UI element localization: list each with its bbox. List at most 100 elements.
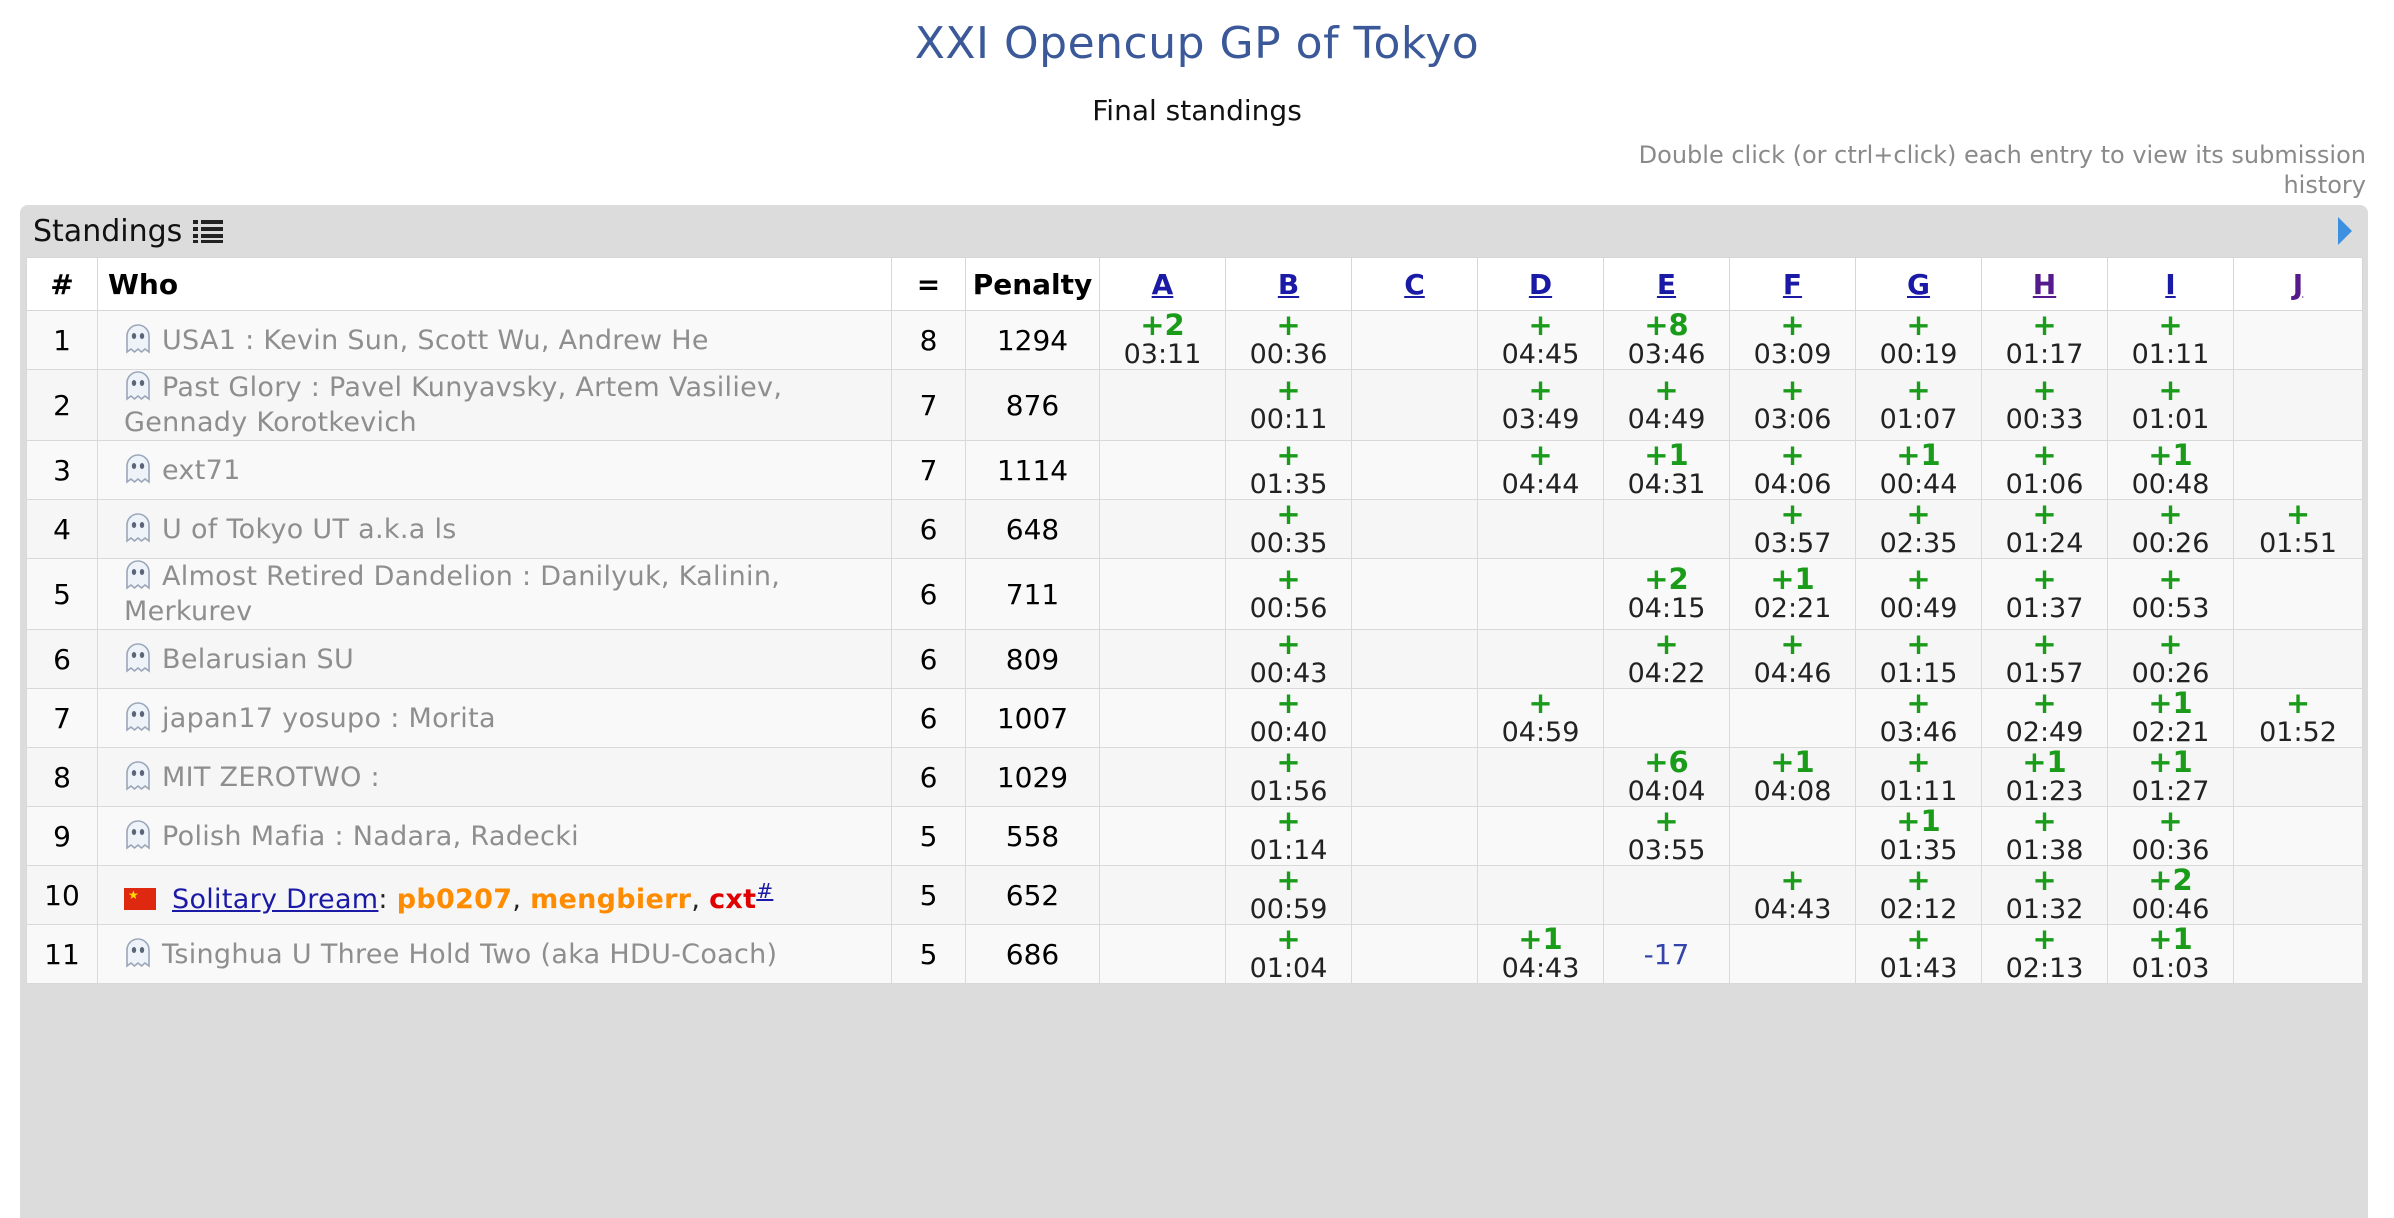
result-cell-empty[interactable] bbox=[2233, 440, 2363, 500]
result-cell-empty[interactable] bbox=[1477, 747, 1604, 807]
result-cell-g[interactable]: +02:35 bbox=[1855, 499, 1982, 559]
result-cell-h[interactable]: +01:32 bbox=[1981, 865, 2108, 925]
result-cell-empty[interactable] bbox=[1099, 440, 1226, 500]
result-cell-empty[interactable] bbox=[1099, 806, 1226, 866]
result-cell-b[interactable]: +00:11 bbox=[1225, 369, 1352, 441]
result-cell-i[interactable]: +00:26 bbox=[2107, 629, 2234, 689]
result-cell-i[interactable]: +00:36 bbox=[2107, 806, 2234, 866]
problem-link-d[interactable]: D bbox=[1528, 267, 1553, 301]
result-cell-i[interactable]: +2 00:46 bbox=[2107, 865, 2234, 925]
table-row[interactable]: 8 MIT ZEROTWO :6 1029 +01:56 +6 04:04 +1 04:08 +… bbox=[26, 747, 2363, 807]
table-row[interactable]: 2 Past Glory : Pavel Kunyavsky, Artem Vas… bbox=[26, 369, 2363, 441]
problem-link-i[interactable]: I bbox=[2165, 267, 2176, 301]
result-cell-f[interactable]: +03:09 bbox=[1729, 310, 1856, 370]
team-link[interactable]: Solitary Dream bbox=[172, 883, 379, 915]
result-cell-d[interactable]: +03:49 bbox=[1477, 369, 1604, 441]
table-row[interactable]: 6 Belarusian SU 6 809 +00:43 +04:22 +04:46 +01:… bbox=[26, 629, 2363, 689]
result-cell-h[interactable]: +01:37 bbox=[1981, 558, 2108, 630]
result-cell-i[interactable]: +01:11 bbox=[2107, 310, 2234, 370]
result-cell-empty[interactable] bbox=[1351, 806, 1478, 866]
result-cell-f[interactable]: +1 02:21 bbox=[1729, 558, 1856, 630]
result-cell-b[interactable]: +01:35 bbox=[1225, 440, 1352, 500]
result-cell-empty[interactable] bbox=[1099, 688, 1226, 748]
result-cell-empty[interactable] bbox=[1099, 924, 1226, 984]
result-cell-empty[interactable] bbox=[1477, 865, 1604, 925]
result-cell-j[interactable]: +01:51 bbox=[2233, 499, 2363, 559]
result-cell-h[interactable]: +02:13 bbox=[1981, 924, 2108, 984]
result-cell-empty[interactable] bbox=[1477, 558, 1604, 630]
result-cell-empty[interactable] bbox=[1603, 865, 1730, 925]
result-cell-f[interactable]: +03:06 bbox=[1729, 369, 1856, 441]
list-icon[interactable] bbox=[192, 218, 224, 244]
result-cell-g[interactable]: +1 00:44 bbox=[1855, 440, 1982, 500]
result-cell-e[interactable]: +03:55 bbox=[1603, 806, 1730, 866]
problem-link-f[interactable]: F bbox=[1782, 267, 1803, 301]
result-cell-empty[interactable] bbox=[1729, 924, 1856, 984]
result-cell-i[interactable]: +00:26 bbox=[2107, 499, 2234, 559]
table-row[interactable]: 3 ext71 7 1114 +01:35 +04:44 +1 04:31 +04:06 +1 00… bbox=[26, 440, 2363, 500]
result-cell-empty[interactable] bbox=[1477, 499, 1604, 559]
problem-link-c[interactable]: C bbox=[1404, 267, 1425, 301]
result-cell-empty[interactable] bbox=[1099, 629, 1226, 689]
result-cell-a[interactable]: +2 03:11 bbox=[1099, 310, 1226, 370]
table-row[interactable]: 7 japan17 yosupo : Morita 6 1007 +00:40 +04:5… bbox=[26, 688, 2363, 748]
result-cell-empty[interactable] bbox=[1603, 688, 1730, 748]
result-cell-f[interactable]: +03:57 bbox=[1729, 499, 1856, 559]
result-cell-empty[interactable] bbox=[2233, 924, 2363, 984]
result-cell-empty[interactable] bbox=[1729, 806, 1856, 866]
result-cell-h[interactable]: +01:38 bbox=[1981, 806, 2108, 866]
result-cell-empty[interactable] bbox=[1099, 558, 1226, 630]
result-cell-empty[interactable] bbox=[2233, 310, 2363, 370]
table-row[interactable]: 5 Almost Retired Dandelion : Danilyuk, Ka… bbox=[26, 558, 2363, 630]
result-cell-g[interactable]: +00:19 bbox=[1855, 310, 1982, 370]
result-cell-f[interactable]: +1 04:08 bbox=[1729, 747, 1856, 807]
result-cell-h[interactable]: +01:17 bbox=[1981, 310, 2108, 370]
result-cell-empty[interactable] bbox=[1351, 499, 1478, 559]
result-cell-g[interactable]: +00:49 bbox=[1855, 558, 1982, 630]
result-cell-g[interactable]: +01:15 bbox=[1855, 629, 1982, 689]
result-cell-f[interactable]: +04:06 bbox=[1729, 440, 1856, 500]
result-cell-h[interactable]: +01:57 bbox=[1981, 629, 2108, 689]
result-cell-empty[interactable] bbox=[1351, 747, 1478, 807]
problem-link-e[interactable]: E bbox=[1656, 267, 1677, 301]
problem-link-a[interactable]: A bbox=[1151, 267, 1174, 301]
result-cell-i[interactable]: +1 01:03 bbox=[2107, 924, 2234, 984]
expand-arrow-icon[interactable] bbox=[2338, 217, 2352, 245]
problem-link-b[interactable]: B bbox=[1277, 267, 1300, 301]
result-cell-i[interactable]: +1 02:21 bbox=[2107, 688, 2234, 748]
result-cell-f[interactable]: +04:46 bbox=[1729, 629, 1856, 689]
result-cell-h[interactable]: +1 01:23 bbox=[1981, 747, 2108, 807]
result-cell-i[interactable]: +00:53 bbox=[2107, 558, 2234, 630]
result-cell-b[interactable]: +00:40 bbox=[1225, 688, 1352, 748]
result-cell-d[interactable]: +1 04:43 bbox=[1477, 924, 1604, 984]
result-cell-empty[interactable] bbox=[1477, 629, 1604, 689]
table-row[interactable]: 11 Tsinghua U Three Hold Two (aka HDU-Coa… bbox=[26, 924, 2363, 984]
problem-link-g[interactable]: G bbox=[1907, 267, 1930, 301]
table-row[interactable]: 1 USA1 : Kevin Sun, Scott Wu, Andrew He 8 1… bbox=[26, 310, 2363, 370]
result-cell-g[interactable]: +02:12 bbox=[1855, 865, 1982, 925]
result-cell-empty[interactable] bbox=[1351, 369, 1478, 441]
result-cell-h[interactable]: +01:06 bbox=[1981, 440, 2108, 500]
hash-link[interactable]: # bbox=[756, 878, 774, 903]
result-cell-empty[interactable] bbox=[1729, 688, 1856, 748]
result-cell-i[interactable]: +1 00:48 bbox=[2107, 440, 2234, 500]
result-cell-b[interactable]: +00:36 bbox=[1225, 310, 1352, 370]
result-cell-h[interactable]: +01:24 bbox=[1981, 499, 2108, 559]
table-row[interactable]: 10 ★ Solitary Dream: pb0207, mengbierr, cx… bbox=[26, 865, 2363, 925]
result-cell-empty[interactable] bbox=[1099, 747, 1226, 807]
result-cell-empty[interactable] bbox=[1351, 558, 1478, 630]
problem-link-j[interactable]: J bbox=[2292, 267, 2304, 301]
result-cell-d[interactable]: +04:44 bbox=[1477, 440, 1604, 500]
result-cell-empty[interactable] bbox=[1351, 310, 1478, 370]
result-cell-j[interactable]: +01:52 bbox=[2233, 688, 2363, 748]
result-cell-empty[interactable] bbox=[2233, 865, 2363, 925]
result-cell-empty[interactable] bbox=[2233, 747, 2363, 807]
result-cell-g[interactable]: +01:43 bbox=[1855, 924, 1982, 984]
result-cell-e[interactable]: +04:49 bbox=[1603, 369, 1730, 441]
result-cell-b[interactable]: +01:14 bbox=[1225, 806, 1352, 866]
result-cell-d[interactable]: +04:59 bbox=[1477, 688, 1604, 748]
result-cell-empty[interactable] bbox=[1099, 369, 1226, 441]
result-cell-e[interactable]: +6 04:04 bbox=[1603, 747, 1730, 807]
result-cell-b[interactable]: +00:56 bbox=[1225, 558, 1352, 630]
table-row[interactable]: 9 Polish Mafia : Nadara, Radecki 5 558 +01:1… bbox=[26, 806, 2363, 866]
